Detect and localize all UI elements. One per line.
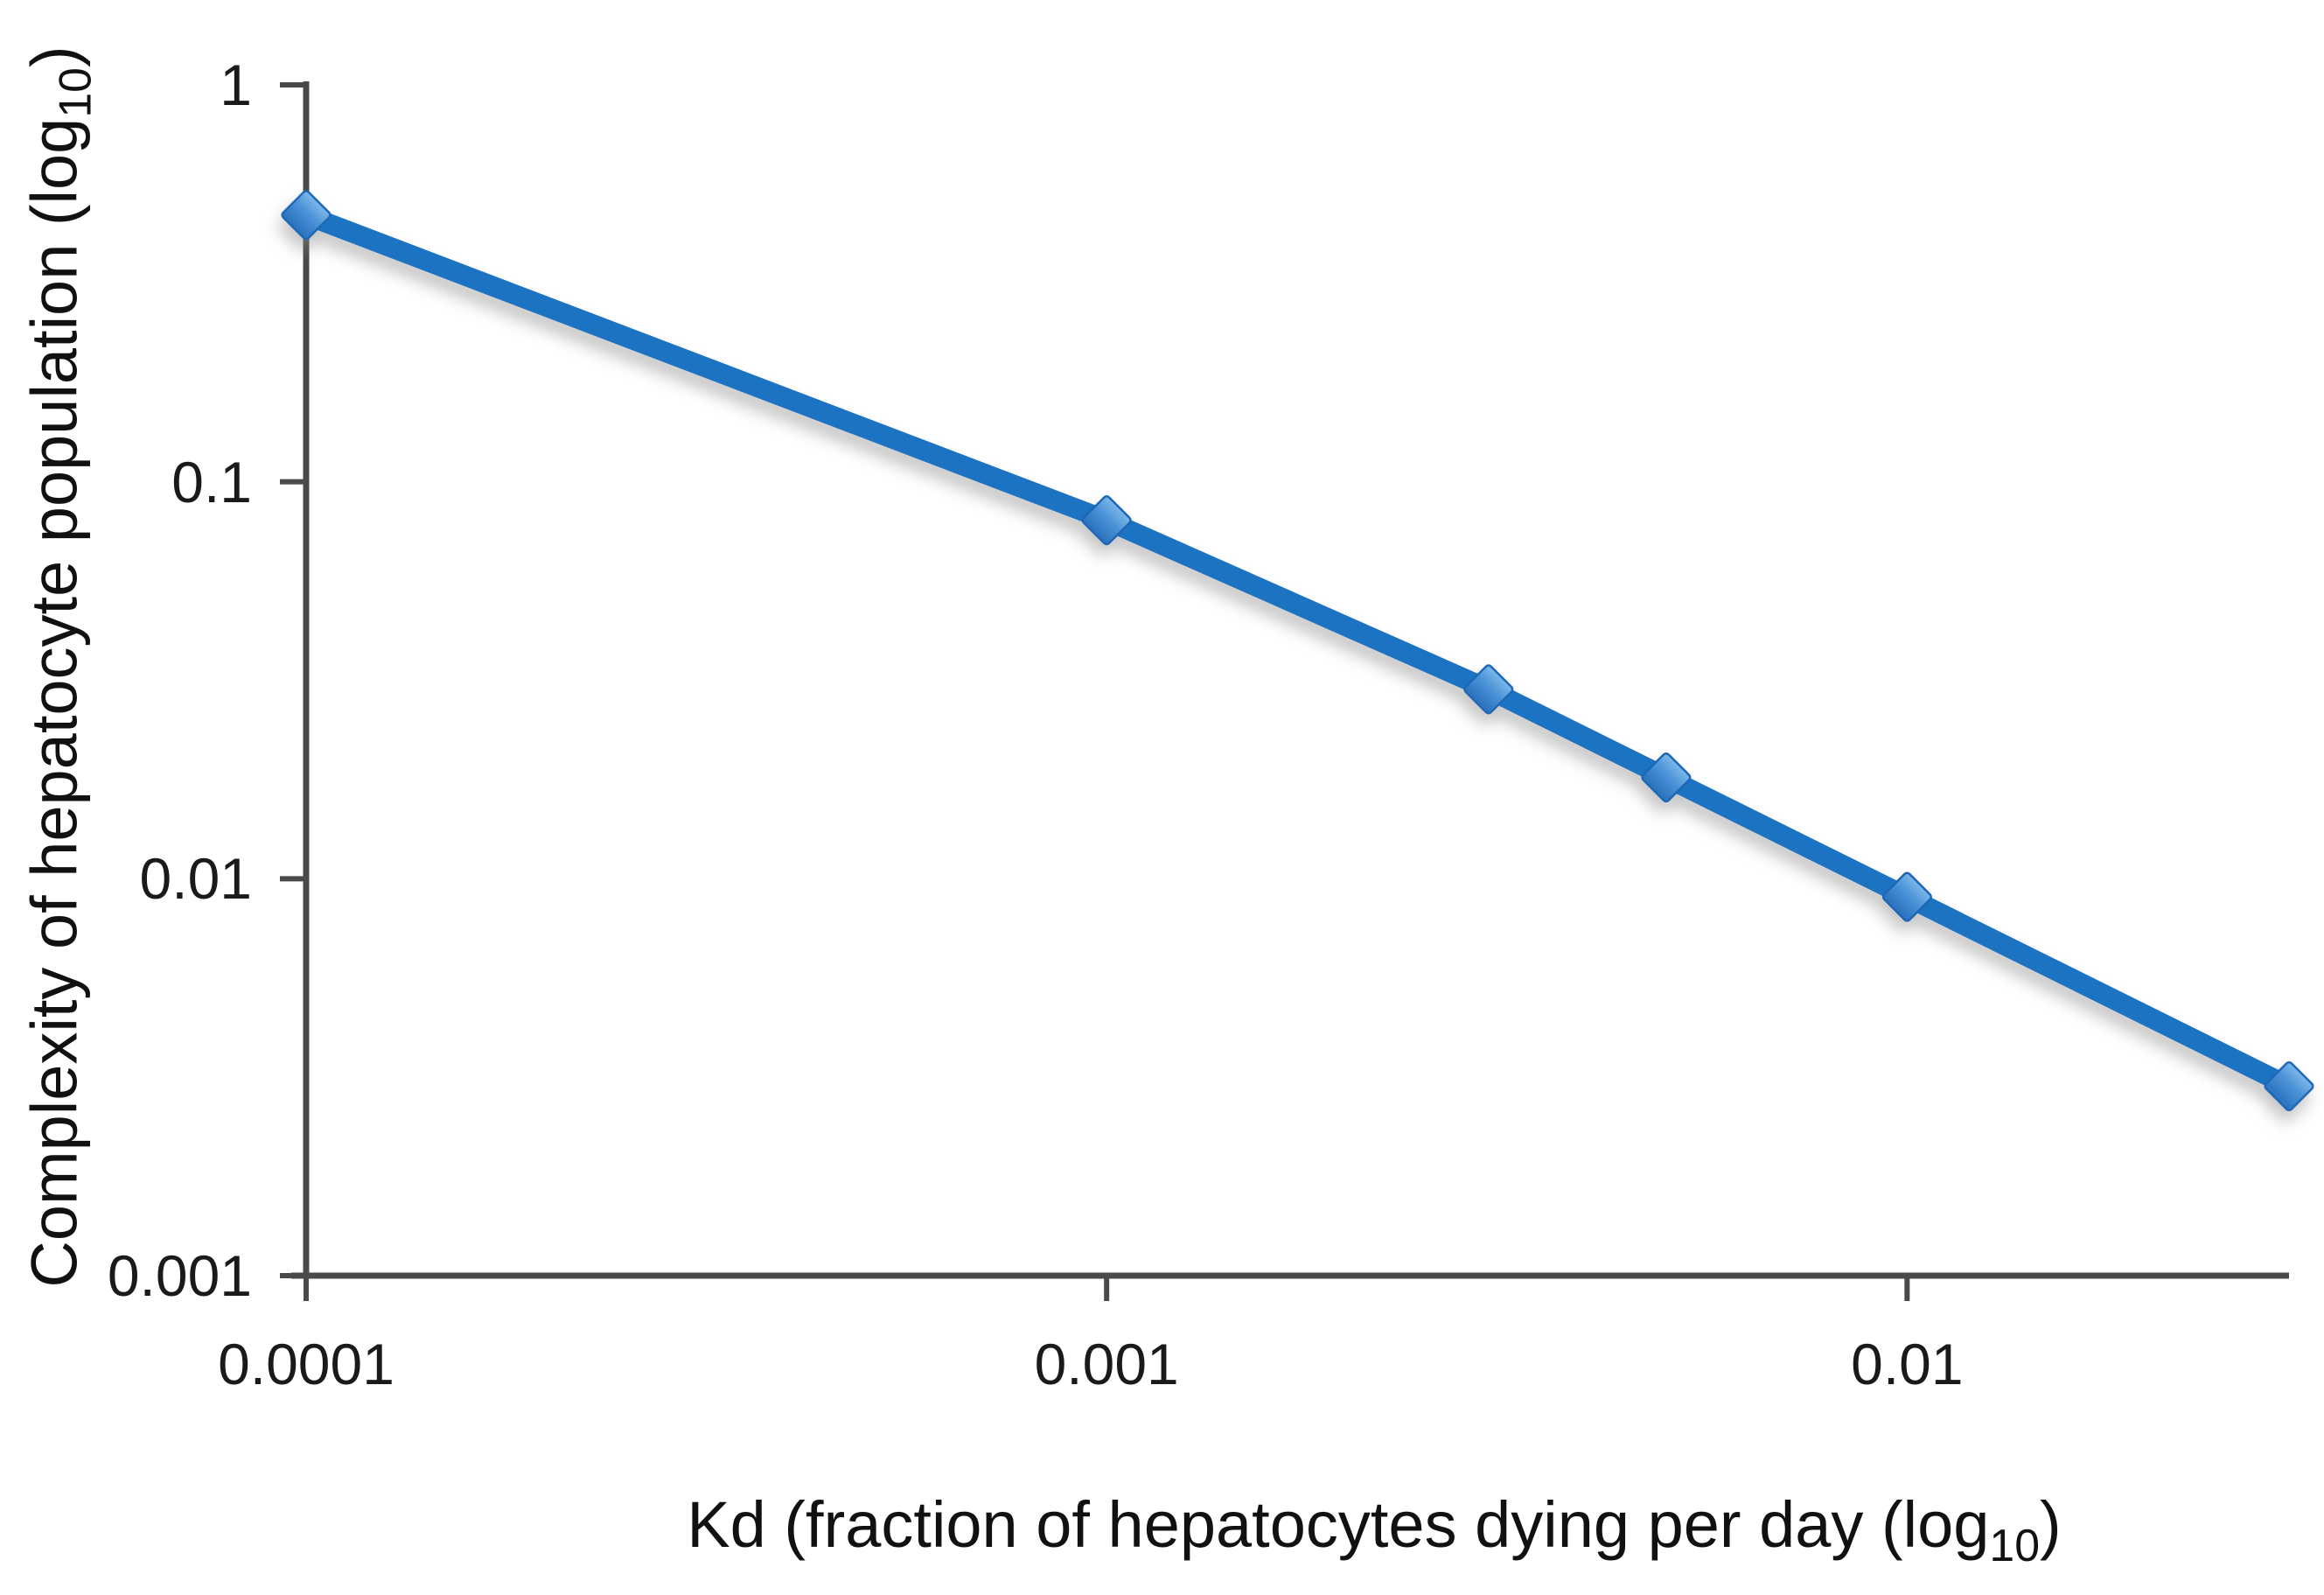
- x-tick-label: 0.001: [1034, 1332, 1179, 1396]
- y-axis-title-text: Complexity of hepatocyte population (log: [17, 117, 91, 1288]
- axes-group: [280, 81, 2289, 1301]
- y-tick-label: 1: [220, 52, 252, 117]
- y-tick-label: 0.1: [171, 449, 252, 514]
- data-point-marker: [1641, 752, 1692, 803]
- y-tick-label: 0.01: [139, 846, 252, 912]
- data-point-marker: [281, 190, 332, 241]
- y-tick-label: 0.001: [107, 1243, 252, 1308]
- data-point-marker: [1881, 871, 1932, 922]
- data-series-group: [281, 190, 2314, 1112]
- x-axis-title-suffix: ): [2040, 1488, 2062, 1561]
- x-axis-title-subscript: 10: [1989, 1519, 2041, 1571]
- y-axis-title: Complexity of hepatocyte population (log…: [17, 45, 101, 1288]
- x-tick-label: 0.01: [1851, 1332, 1964, 1396]
- x-axis-title: Kd (fraction of hepatocytes dying per da…: [687, 1487, 2062, 1568]
- data-point-marker: [1081, 495, 1132, 546]
- x-axis-title-text: Kd (fraction of hepatocytes dying per da…: [687, 1488, 1990, 1561]
- data-point-marker: [1463, 664, 1514, 715]
- x-tick-label: 0.0001: [218, 1332, 394, 1396]
- data-line: [296, 205, 2300, 1097]
- data-point-marker: [2264, 1060, 2314, 1112]
